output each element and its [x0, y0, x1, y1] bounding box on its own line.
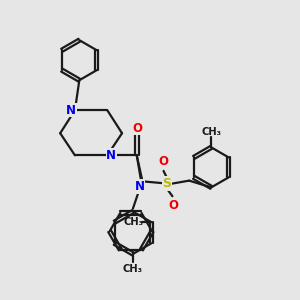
Text: N: N — [135, 180, 145, 193]
Text: CH₃: CH₃ — [124, 217, 144, 227]
Text: CH₃: CH₃ — [123, 264, 143, 274]
Text: O: O — [132, 122, 142, 135]
Text: CH₃: CH₃ — [201, 127, 221, 137]
Text: O: O — [168, 200, 178, 212]
Text: N: N — [66, 104, 76, 117]
Text: S: S — [163, 177, 172, 190]
Text: N: N — [106, 149, 116, 162]
Text: O: O — [158, 155, 169, 168]
